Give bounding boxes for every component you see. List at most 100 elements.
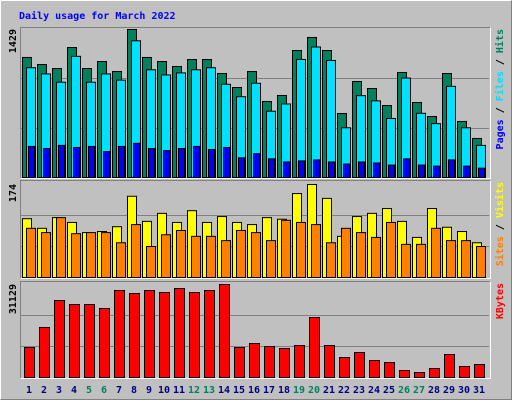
bar	[459, 366, 470, 378]
bar	[114, 290, 125, 378]
x-tick-label: 6	[101, 385, 107, 396]
panel-bevel-light	[20, 281, 491, 379]
x-tick-label: 3	[56, 385, 62, 396]
legend-separator: /	[495, 53, 506, 71]
bar	[116, 242, 126, 278]
x-tick-label: 4	[71, 385, 77, 396]
x-tick-label: 5	[86, 385, 92, 396]
bar	[236, 229, 246, 278]
bar	[313, 159, 320, 178]
bar	[129, 292, 140, 378]
bar	[444, 353, 455, 378]
y-tick-label: 1429	[8, 29, 19, 53]
bar	[178, 148, 185, 179]
bar	[326, 59, 336, 178]
bar	[101, 232, 111, 279]
bar	[193, 145, 200, 178]
bar	[283, 161, 290, 178]
legend-entry: Sites	[494, 236, 506, 266]
bar	[463, 165, 470, 179]
bar	[311, 46, 321, 179]
bar	[86, 232, 96, 279]
bar	[354, 351, 365, 378]
bar	[219, 284, 230, 378]
bar	[191, 235, 201, 279]
bar	[339, 357, 350, 379]
bar	[234, 347, 245, 379]
bar	[296, 58, 306, 178]
bar	[39, 326, 50, 379]
panel-bevel-dark	[20, 281, 491, 379]
bar	[144, 290, 155, 378]
legend-entry: Pages	[495, 119, 506, 149]
bar	[41, 232, 51, 279]
bar	[26, 227, 36, 279]
bar	[343, 163, 350, 179]
bar	[448, 159, 455, 178]
bar	[358, 161, 365, 178]
bar	[324, 345, 335, 378]
panel-bevel-light	[20, 27, 491, 179]
panel-bevel-dark	[20, 180, 491, 279]
bar	[268, 158, 275, 178]
legend: Pages / Files / Hits	[494, 29, 506, 149]
x-tick-label: 11	[173, 385, 185, 396]
bar	[461, 240, 471, 279]
bar	[28, 145, 35, 178]
bar	[401, 243, 411, 279]
bar	[84, 304, 95, 378]
bar	[71, 233, 81, 278]
bar	[474, 364, 485, 379]
legend: Sites / Visits	[494, 182, 506, 266]
legend-entry: KBytes	[495, 283, 506, 319]
bar	[414, 372, 425, 379]
bar	[373, 162, 380, 179]
bar	[221, 240, 231, 279]
bar	[103, 151, 110, 179]
x-tick-label: 23	[353, 385, 365, 396]
bar	[24, 347, 35, 379]
bar	[356, 232, 366, 279]
x-tick-label: 19	[293, 385, 305, 396]
x-tick-label: 15	[233, 385, 245, 396]
bar	[369, 360, 380, 378]
bar	[279, 347, 290, 379]
bar	[204, 290, 215, 378]
bar	[298, 160, 305, 178]
x-tick-label: 31	[473, 385, 485, 396]
x-tick-label: 26	[398, 385, 410, 396]
x-tick-label: 8	[131, 385, 137, 396]
bar	[146, 246, 156, 278]
x-tick-label: 27	[413, 385, 425, 396]
bar	[326, 242, 336, 278]
bar	[99, 307, 110, 378]
bar	[43, 148, 50, 179]
bar	[58, 144, 65, 178]
bar	[56, 217, 66, 278]
bar	[88, 145, 95, 178]
legend: KBytes	[495, 283, 506, 319]
bar	[208, 149, 215, 179]
x-tick-label: 24	[368, 385, 380, 396]
x-tick-label: 29	[443, 385, 455, 396]
x-tick-label: 22	[338, 385, 350, 396]
bar	[418, 164, 425, 179]
bar	[281, 219, 291, 279]
chart-title: Daily usage for March 2022	[19, 10, 176, 22]
x-tick-label: 16	[248, 385, 260, 396]
bar	[266, 240, 276, 279]
bar	[118, 145, 125, 178]
bar	[189, 292, 200, 378]
y-tick-label: 174	[8, 184, 19, 202]
bar	[238, 157, 245, 178]
x-tick-label: 17	[263, 385, 275, 396]
bar	[294, 345, 305, 378]
bar	[371, 236, 381, 278]
bar	[176, 229, 186, 278]
bar	[174, 288, 185, 379]
bar	[446, 240, 456, 279]
x-tick-label: 20	[308, 385, 320, 396]
bar	[384, 362, 395, 379]
x-tick-label: 14	[218, 385, 230, 396]
